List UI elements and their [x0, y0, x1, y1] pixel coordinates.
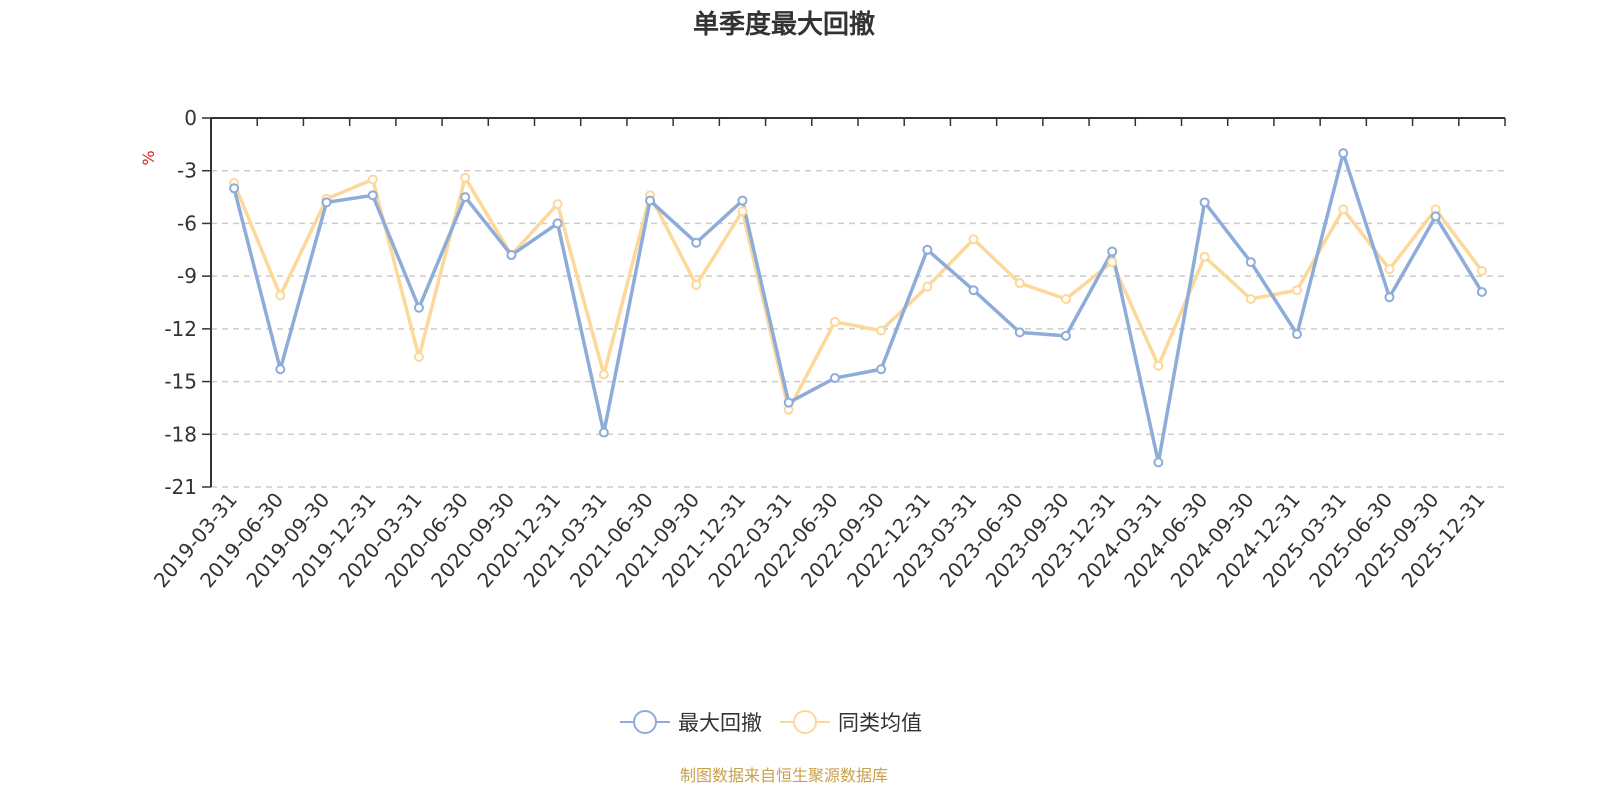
data-point-series-1	[691, 237, 702, 248]
legend-swatch-series1	[620, 709, 670, 735]
y-tick-label: -6	[177, 211, 197, 235]
data-point-series-1	[1107, 246, 1118, 257]
grid-layer	[211, 169, 1505, 488]
legend-label-series1: 最大回撤	[678, 711, 762, 735]
legend-item-series1[interactable]: 最大回撤	[620, 707, 762, 737]
data-point-series-2	[1476, 265, 1487, 276]
data-point-series-1	[275, 364, 286, 375]
series-line-1	[232, 151, 1484, 465]
data-point-series-1	[367, 190, 378, 201]
data-point-series-1	[1292, 329, 1303, 340]
data-point-series-2	[598, 369, 609, 380]
data-point-series-1	[1199, 197, 1210, 208]
data-point-series-2	[1153, 360, 1164, 371]
data-point-series-2	[922, 281, 933, 292]
data-point-series-1	[1476, 286, 1487, 297]
data-point-series-2	[1060, 293, 1071, 304]
data-point-series-2	[275, 290, 286, 301]
data-point-series-2	[552, 199, 563, 210]
data-point-series-1	[1430, 211, 1441, 222]
data-point-series-2	[1199, 251, 1210, 262]
y-tick-label: -3	[177, 159, 197, 183]
data-point-series-1	[506, 250, 517, 261]
legend-label-series2: 同类均值	[838, 711, 922, 735]
data-point-series-1	[1384, 292, 1395, 303]
data-point-series-2	[1245, 293, 1256, 304]
data-point-series-1	[829, 373, 840, 384]
data-point-series-2	[1107, 257, 1118, 268]
y-tick-label: 0	[184, 106, 197, 130]
data-point-series-2	[876, 325, 887, 336]
data-point-series-2	[460, 172, 471, 183]
y-tick-label: -12	[164, 317, 197, 341]
data-point-series-2	[737, 206, 748, 217]
chart-title: 单季度最大回撤	[692, 10, 875, 40]
data-point-series-1	[229, 183, 240, 194]
data-point-series-1	[598, 427, 609, 438]
data-point-series-1	[552, 218, 563, 229]
y-tick-label: -15	[164, 370, 197, 394]
data-point-series-1	[876, 364, 887, 375]
legend: 最大回撤 同类均值	[620, 704, 922, 740]
data-point-series-1	[1245, 257, 1256, 268]
data-point-series-2	[1338, 204, 1349, 215]
data-point-series-1	[460, 192, 471, 203]
data-point-series-2	[829, 316, 840, 327]
data-point-series-2	[413, 351, 424, 362]
data-point-series-1	[922, 244, 933, 255]
data-point-series-2	[1384, 264, 1395, 275]
data-point-series-1	[737, 195, 748, 206]
data-point-series-2	[1014, 278, 1025, 289]
data-point-series-1	[1060, 330, 1071, 341]
y-tick-label: -9	[177, 264, 197, 288]
y-tick-label: -18	[164, 422, 197, 446]
legend-item-series2[interactable]: 同类均值	[780, 707, 922, 737]
data-point-series-1	[1338, 148, 1349, 159]
data-point-series-1	[783, 397, 794, 408]
legend-swatch-series2	[780, 709, 830, 735]
data-point-series-1	[645, 195, 656, 206]
data-point-series-2	[691, 279, 702, 290]
series-line-2	[232, 175, 1484, 412]
data-point-series-1	[968, 285, 979, 296]
data-point-series-2	[367, 174, 378, 185]
data-point-series-2	[968, 234, 979, 245]
y-axis-unit: %	[139, 150, 158, 165]
data-point-series-2	[1292, 285, 1303, 296]
series-layer	[229, 148, 1487, 468]
line-chart: 0-3-6-9-12-15-18-21%2019-03-312019-06-30…	[139, 106, 1506, 592]
data-point-series-1	[413, 302, 424, 313]
y-tick-label: -21	[164, 475, 197, 499]
data-point-series-1	[321, 197, 332, 208]
data-point-series-1	[1153, 457, 1164, 468]
data-point-series-1	[1014, 327, 1025, 338]
source-note: 制图数据来自恒生聚源数据库	[679, 766, 888, 785]
